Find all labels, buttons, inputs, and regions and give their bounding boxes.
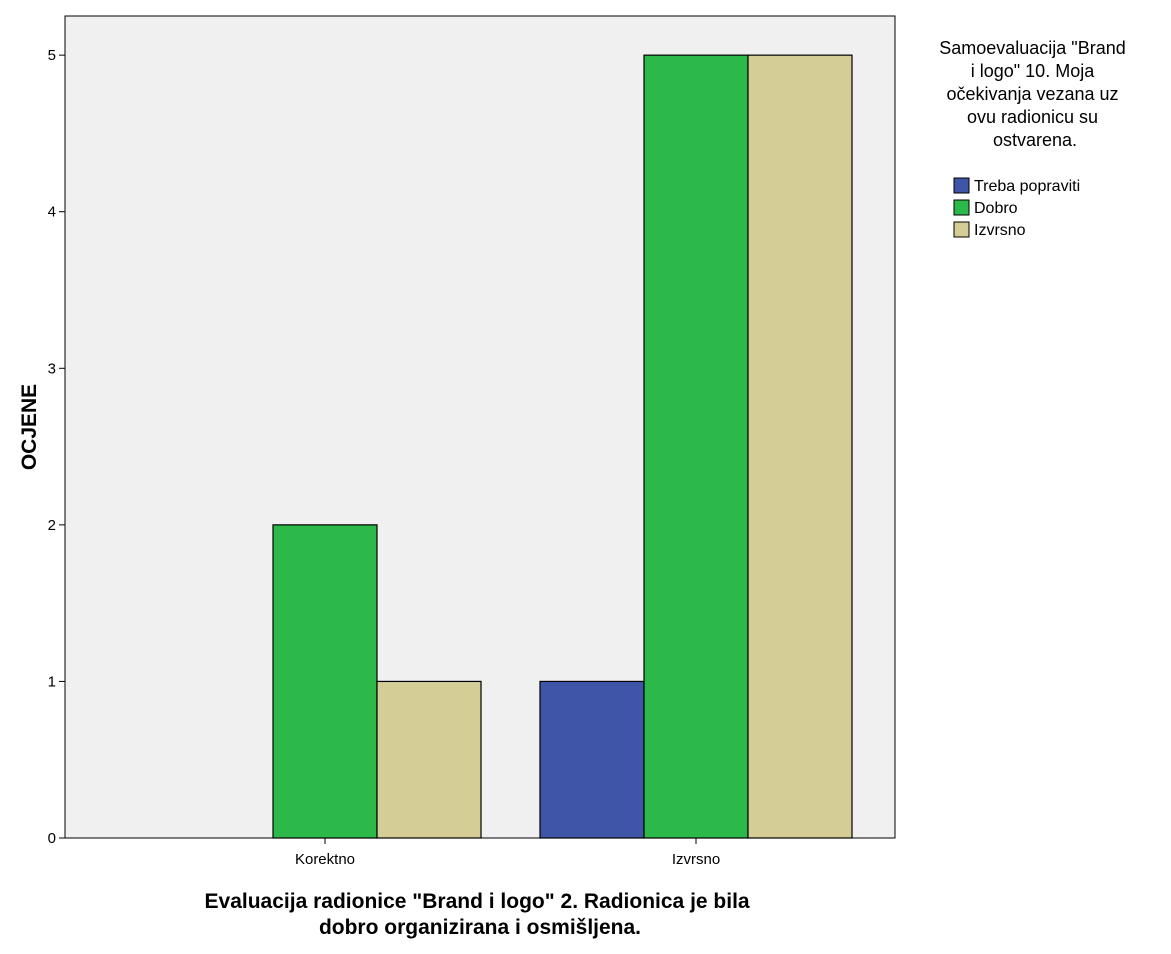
- y-tick-label: 5: [48, 47, 56, 64]
- y-tick-label: 4: [48, 204, 56, 221]
- x-axis-title-line-2: dobro organizirana i osmišljena.: [319, 916, 641, 939]
- x-axis-title: Evaluacija radionice "Brand i logo" 2. R…: [205, 890, 756, 939]
- legend-label: Dobro: [974, 200, 1018, 217]
- legend-title-line-1: Samoevaluacija "Brand: [939, 38, 1126, 58]
- legend-swatch: [953, 177, 970, 194]
- legend-title-line-2: i logo" 10. Moja: [971, 61, 1095, 81]
- y-tick-label: 3: [48, 360, 56, 377]
- bars: [272, 54, 853, 839]
- bar-dobro-izvrsno: [643, 54, 749, 839]
- legend-title-line-5: ostvarena.: [993, 130, 1077, 150]
- x-category-label: Izvrsno: [672, 851, 720, 868]
- legend-swatch: [953, 199, 970, 216]
- legend-items: Treba popraviti Dobro Izvrsno: [953, 177, 1080, 239]
- x-category-label: Korektno: [295, 851, 355, 868]
- legend-swatch: [953, 221, 970, 238]
- y-axis: 0 1 2 3 4 5: [48, 47, 65, 847]
- legend-label: Izvrsno: [974, 222, 1026, 239]
- bar-dobro-korektno: [272, 524, 378, 839]
- y-axis-title: OCJENE: [18, 384, 41, 470]
- y-tick-label: 1: [48, 673, 56, 690]
- y-tick-label: 2: [48, 517, 56, 534]
- x-axis-title-line-1: Evaluacija radionice "Brand i logo" 2. R…: [205, 890, 750, 913]
- legend-title-line-3: očekivanja vezana uz: [946, 84, 1118, 104]
- bar-izvrsno-izvrsno: [747, 54, 853, 839]
- legend-title: Samoevaluacija "Brand i logo" 10. Moja o…: [939, 38, 1131, 150]
- bar-izvrsno-korektno: [376, 680, 482, 839]
- legend-label: Treba popraviti: [974, 178, 1080, 195]
- y-tick-label: 0: [48, 830, 56, 847]
- legend-title-line-4: ovu radionicu su: [967, 107, 1098, 127]
- x-axis: Korektno Izvrsno: [295, 838, 720, 868]
- legend: Samoevaluacija "Brand i logo" 10. Moja o…: [939, 38, 1131, 239]
- bar-treba-popraviti-izvrsno: [539, 680, 645, 839]
